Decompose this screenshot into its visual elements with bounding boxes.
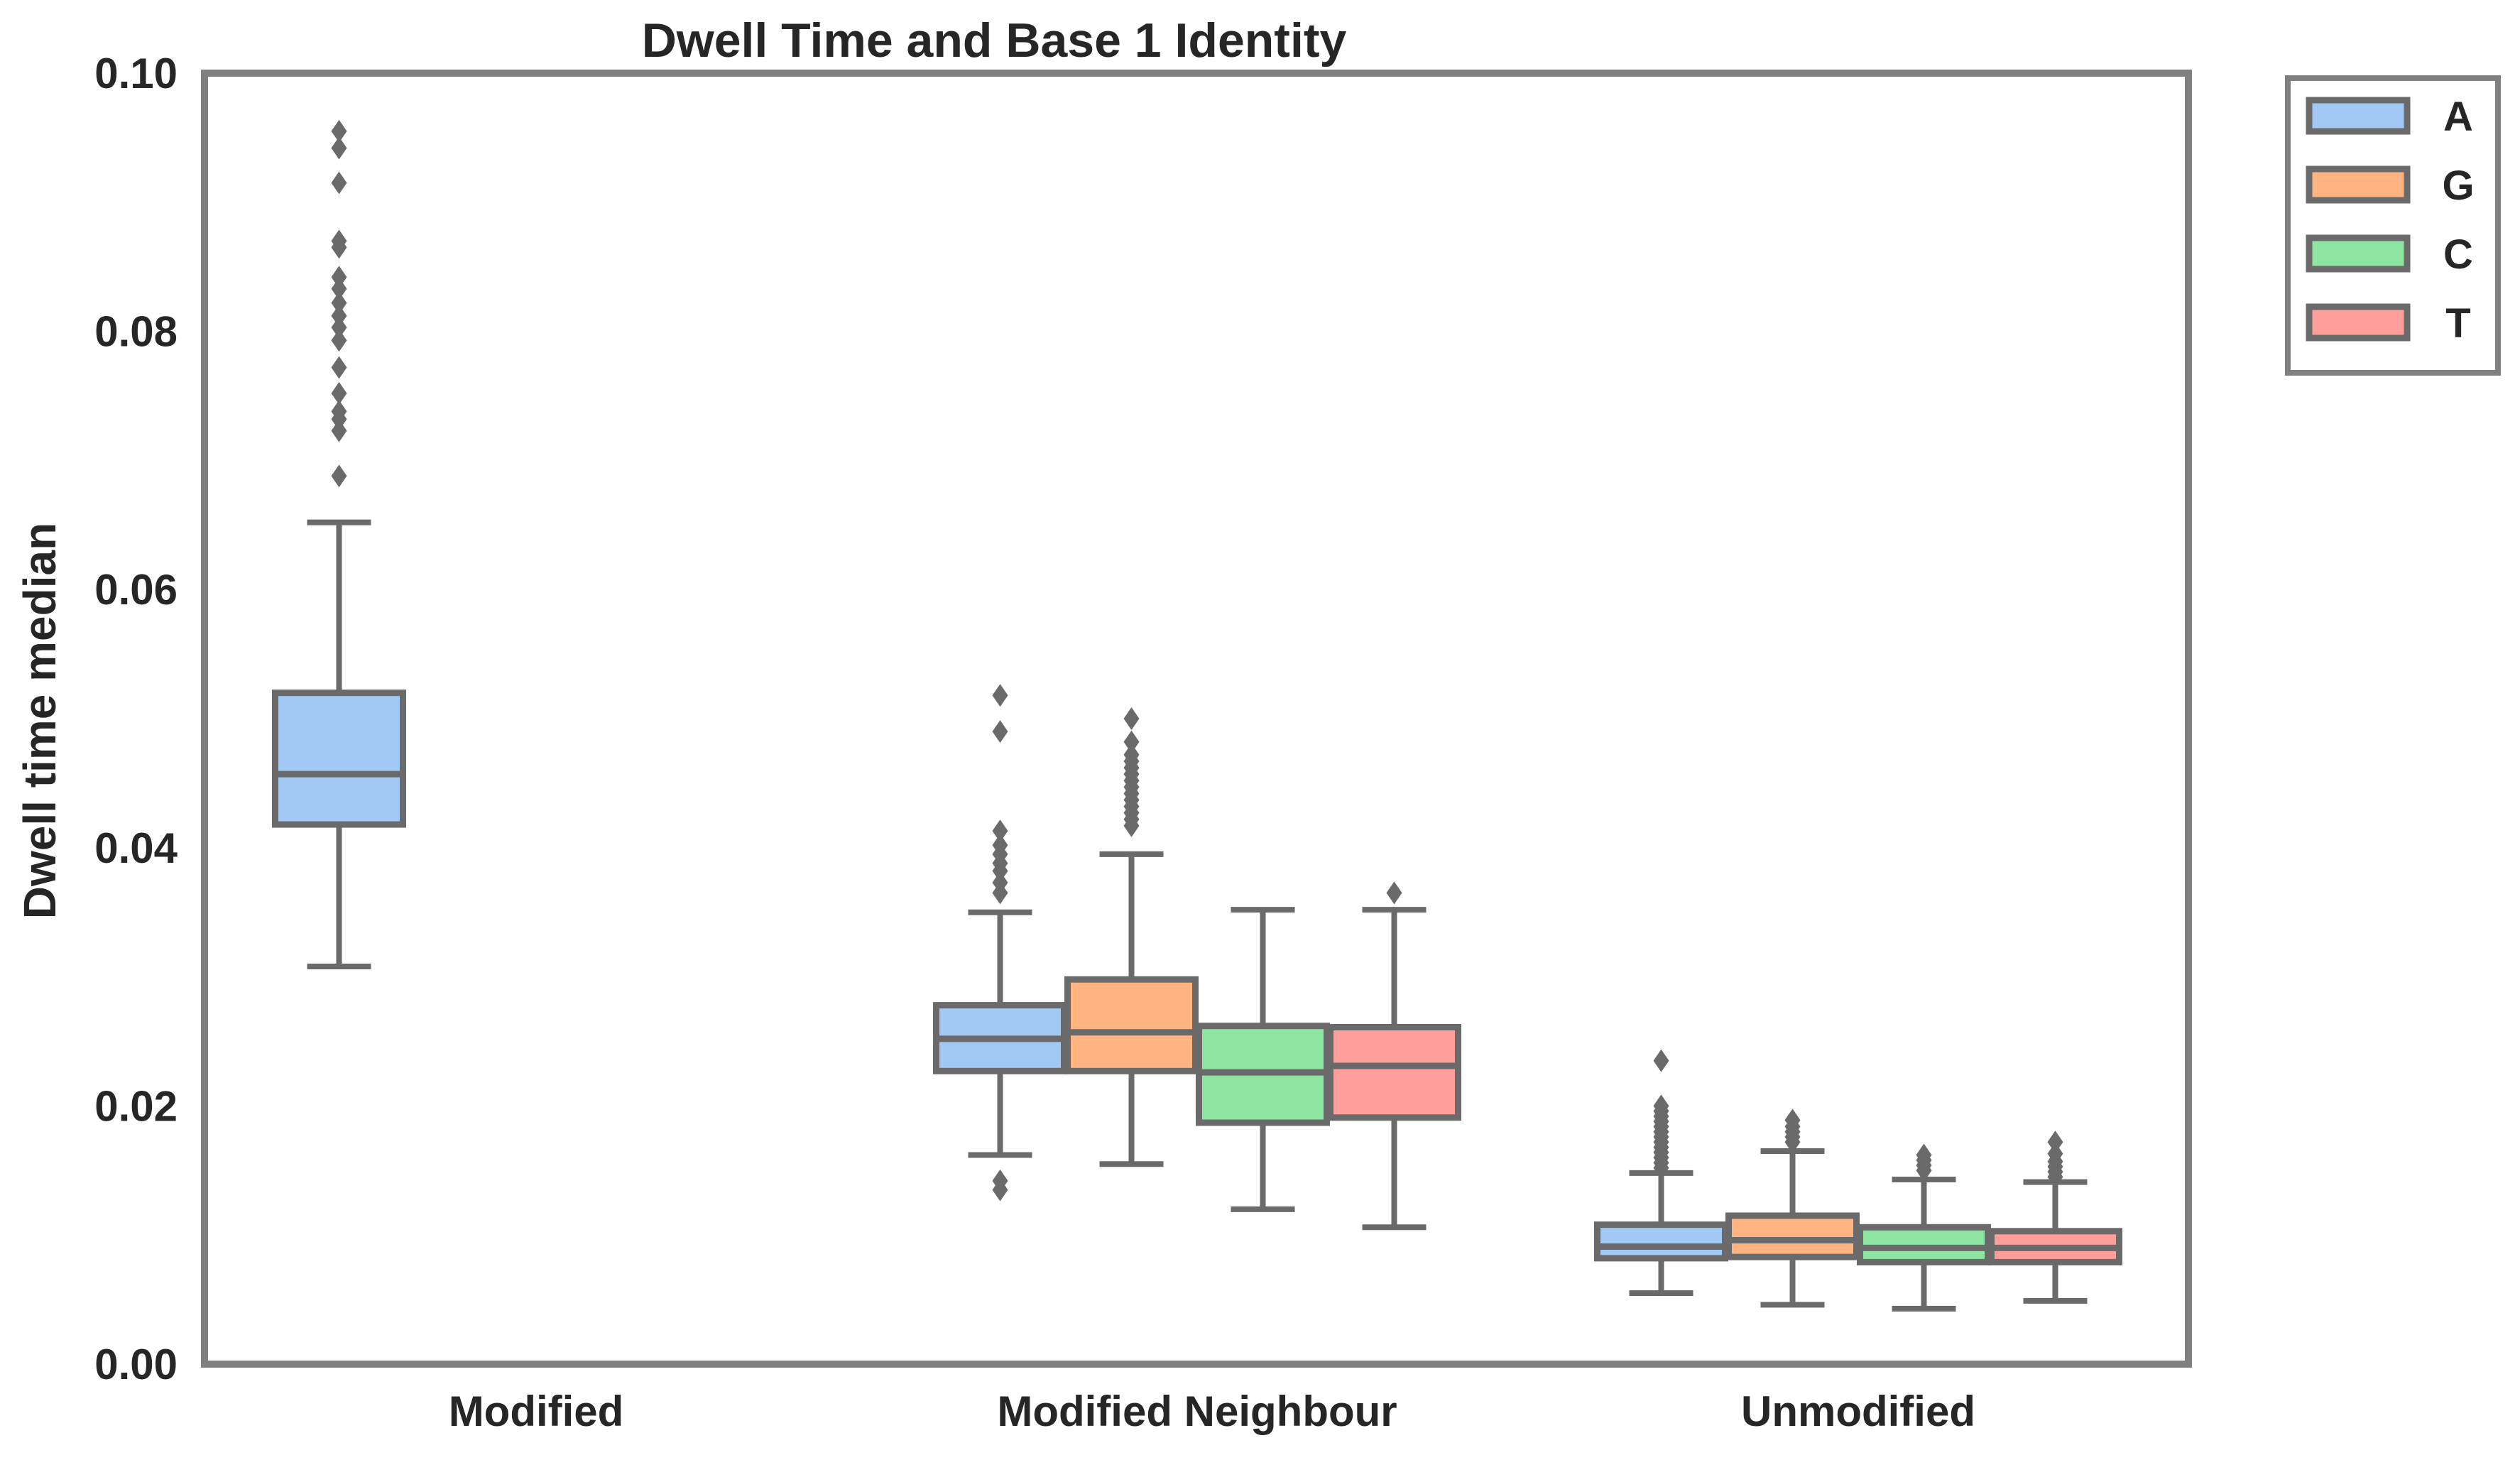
box-G-modified-neighbour	[1064, 707, 1199, 1167]
outlier-point	[331, 291, 347, 315]
y-tick-label: 0.06	[94, 566, 178, 614]
outlier-point	[1386, 881, 1402, 905]
box-A-unmodified	[1594, 1049, 1728, 1297]
box-C-modified-neighbour	[1196, 907, 1330, 1212]
outlier-point	[992, 834, 1008, 857]
outlier-point	[331, 316, 347, 339]
outlier-point	[1784, 1108, 1801, 1132]
legend-label-A: A	[2443, 94, 2473, 140]
x-category-label: Unmodified	[1741, 1388, 1975, 1435]
outlier-point	[1123, 707, 1140, 730]
plot-frame	[201, 70, 2192, 1368]
outlier-point	[992, 871, 1008, 894]
outlier-point	[331, 381, 347, 405]
box-T-modified-neighbour	[1327, 881, 1461, 1231]
box-iqr	[1064, 976, 1199, 1074]
outlier-point	[331, 304, 347, 327]
y-tick-label: 0.10	[94, 50, 178, 97]
box-A-modified	[272, 119, 406, 970]
legend-swatch-G	[2306, 165, 2411, 204]
outlier-point	[1916, 1143, 1932, 1167]
outlier-point	[331, 136, 347, 160]
box-iqr	[1857, 1224, 1991, 1265]
legend-label-C: C	[2443, 231, 2473, 278]
outlier-point	[1653, 1049, 1669, 1072]
outlier-point	[992, 684, 1008, 707]
chart-title: Dwell Time and Base 1 Identity	[642, 13, 1347, 67]
box-C-unmodified	[1857, 1143, 1991, 1312]
y-axis-label: Dwell time median	[14, 523, 65, 919]
box-iqr	[1594, 1221, 1728, 1262]
outlier-point	[331, 464, 347, 488]
x-category-label: Modified Neighbour	[997, 1388, 1397, 1435]
outlier-point	[1123, 730, 1140, 753]
box-G-unmodified	[1725, 1108, 1860, 1308]
outlier-point	[2047, 1142, 2063, 1165]
outlier-point	[2047, 1131, 2063, 1154]
outlier-point	[331, 266, 347, 289]
legend-swatch-T	[2306, 303, 2411, 342]
legend-label-G: G	[2442, 163, 2474, 209]
y-tick-label: 0.02	[94, 1082, 178, 1130]
legend-swatch-A	[2306, 97, 2411, 135]
outlier-point	[992, 819, 1008, 843]
box-T-unmodified	[1988, 1131, 2122, 1304]
outlier-point	[1653, 1094, 1669, 1118]
outlier-point	[331, 229, 347, 253]
box-iqr	[1725, 1212, 1860, 1260]
legend-swatch-C	[2306, 234, 2411, 273]
outlier-point	[331, 419, 347, 442]
y-tick-label: 0.08	[94, 308, 178, 356]
box-A-modified-neighbour	[933, 684, 1067, 1202]
legend-label-T: T	[2445, 300, 2470, 347]
y-tick-label: 0.04	[94, 824, 178, 872]
box-iqr	[272, 690, 406, 828]
outlier-point	[992, 720, 1008, 743]
outlier-point	[331, 329, 347, 352]
plot-area: 0.00 0.02 0.04 0.06 0.08 0.10 Modified Modified…	[94, 50, 2122, 1435]
outlier-point	[331, 356, 347, 379]
outlier-point	[992, 1169, 1008, 1192]
outlier-point	[331, 171, 347, 195]
box-iqr	[1327, 1024, 1461, 1121]
x-category-label: Modified	[449, 1388, 624, 1435]
outlier-point	[331, 119, 347, 143]
outlier-point	[1123, 743, 1140, 766]
outlier-point	[331, 400, 347, 423]
outlier-point	[331, 277, 347, 300]
y-tick-label: 0.00	[94, 1341, 178, 1388]
